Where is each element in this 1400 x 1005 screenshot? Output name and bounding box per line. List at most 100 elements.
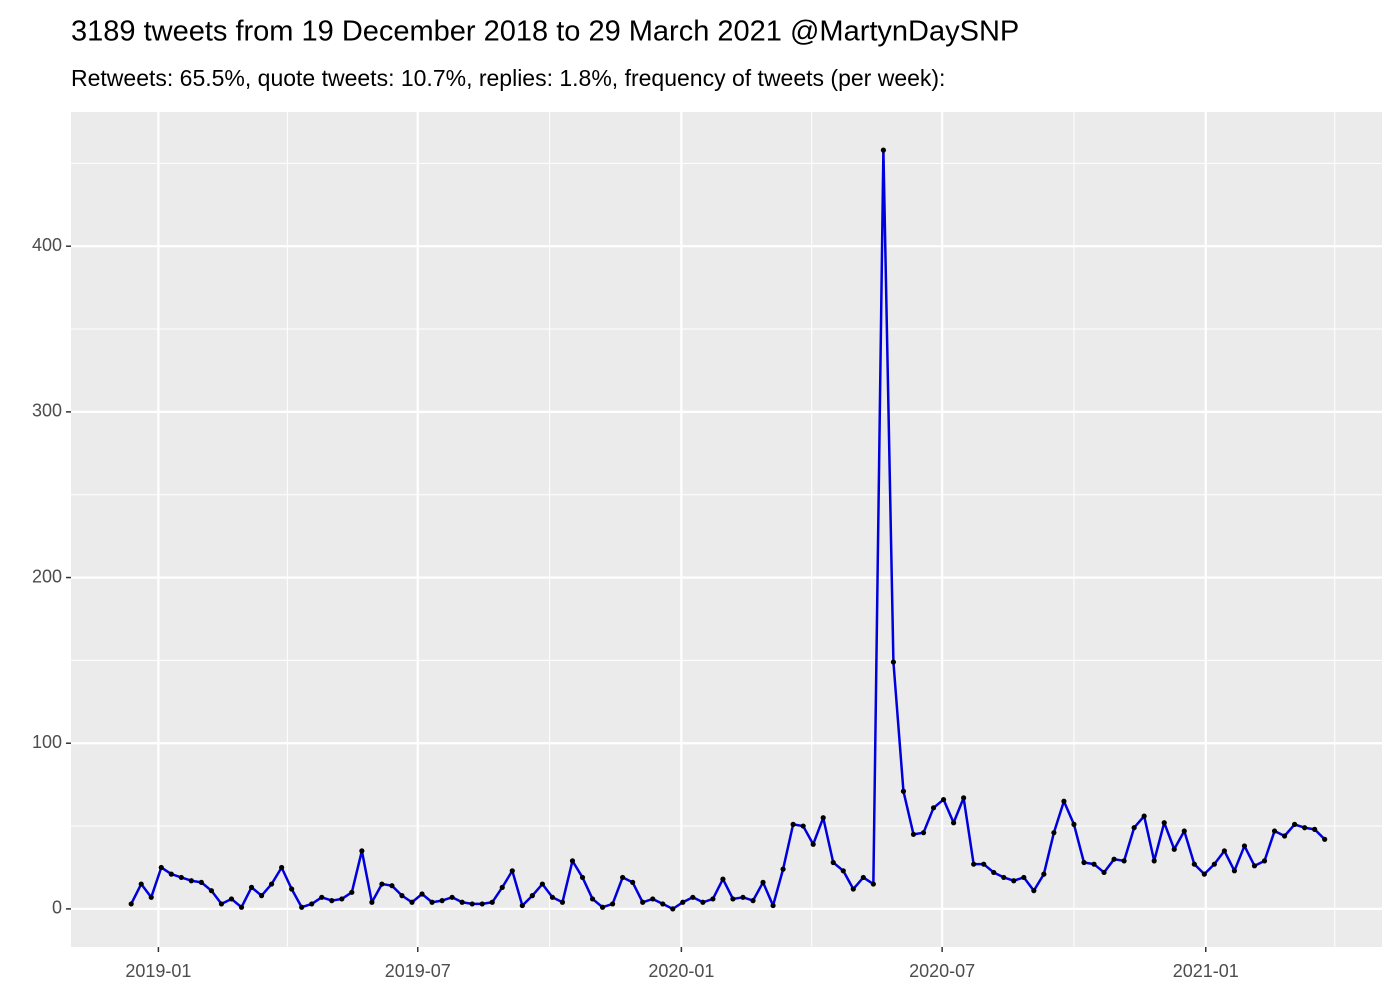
- data-point: [389, 883, 395, 889]
- data-point: [840, 868, 846, 874]
- data-point: [1261, 858, 1268, 864]
- data-point: [890, 659, 897, 665]
- data-point: [1051, 830, 1057, 836]
- data-point: [409, 899, 415, 905]
- data-point: [579, 874, 586, 881]
- data-point: [1061, 798, 1067, 804]
- data-point: [499, 884, 505, 890]
- data-point: [509, 868, 515, 874]
- data-point: [1322, 836, 1328, 842]
- data-point: [1091, 861, 1097, 867]
- data-point: [950, 820, 957, 826]
- data-point: [529, 893, 535, 899]
- data-point: [1111, 856, 1117, 862]
- data-point: [1101, 869, 1107, 876]
- data-point: [449, 894, 455, 900]
- data-point: [479, 901, 485, 907]
- data-point: [1011, 878, 1017, 884]
- data-point: [710, 896, 716, 902]
- data-point: [630, 879, 636, 885]
- data-point: [589, 896, 596, 902]
- data-point: [850, 886, 856, 892]
- x-tick-label: 2019-07: [385, 961, 451, 981]
- data-point: [690, 894, 696, 900]
- y-tick-label: 200: [32, 566, 62, 586]
- data-point: [961, 795, 967, 801]
- data-point: [289, 886, 295, 892]
- data-point: [680, 899, 686, 905]
- data-point: [218, 901, 225, 907]
- data-point: [379, 881, 385, 887]
- x-tick-label: 2021-01: [1173, 961, 1239, 981]
- y-tick-label: 300: [32, 401, 62, 421]
- data-point: [790, 821, 796, 828]
- data-point: [138, 881, 144, 887]
- data-point: [489, 899, 495, 905]
- data-point: [910, 831, 917, 837]
- data-point: [329, 898, 335, 904]
- data-point: [640, 899, 646, 905]
- data-point: [1292, 821, 1298, 828]
- data-point: [519, 902, 525, 909]
- data-point: [319, 894, 325, 900]
- y-tick-label: 100: [32, 732, 62, 752]
- data-point: [1171, 846, 1177, 852]
- data-point: [770, 902, 776, 909]
- data-point: [228, 896, 235, 902]
- y-tick-label: 400: [32, 235, 62, 255]
- data-point: [439, 898, 445, 904]
- x-tick-label: 2020-07: [909, 961, 975, 981]
- data-point: [810, 841, 816, 847]
- data-point: [419, 891, 425, 897]
- data-point: [429, 899, 435, 905]
- data-point: [1221, 848, 1227, 854]
- data-point: [620, 874, 626, 881]
- data-point: [780, 866, 786, 872]
- data-point: [238, 904, 245, 910]
- data-point: [720, 876, 726, 882]
- data-point: [168, 871, 174, 877]
- data-point: [660, 901, 666, 907]
- data-point: [299, 904, 305, 910]
- data-point: [670, 906, 676, 912]
- data-point: [820, 815, 826, 821]
- data-point: [1211, 861, 1217, 867]
- data-point: [148, 894, 154, 900]
- data-point: [339, 896, 345, 902]
- plot-panel: [71, 112, 1382, 947]
- data-point: [128, 901, 134, 907]
- data-point: [700, 899, 706, 905]
- data-point: [730, 896, 736, 902]
- data-point: [940, 796, 947, 803]
- data-point: [991, 869, 997, 876]
- data-point: [1201, 871, 1207, 877]
- data-point: [1302, 825, 1308, 831]
- data-point: [1031, 888, 1037, 894]
- data-point: [469, 901, 475, 907]
- data-point: [158, 864, 164, 871]
- data-point: [1312, 826, 1318, 832]
- data-point: [1151, 858, 1157, 864]
- data-point: [1161, 820, 1167, 826]
- data-point: [1271, 828, 1278, 834]
- data-point: [1231, 868, 1238, 874]
- data-point: [880, 147, 886, 153]
- y-tick-label: 0: [52, 898, 62, 918]
- data-point: [178, 874, 184, 881]
- data-point: [800, 823, 806, 829]
- chart-subtitle: Retweets: 65.5%, quote tweets: 10.7%, re…: [71, 65, 945, 91]
- data-point: [459, 899, 465, 905]
- data-point: [1251, 863, 1258, 869]
- x-tick-label: 2019-01: [125, 961, 191, 981]
- data-point: [268, 881, 275, 887]
- data-point: [248, 884, 255, 890]
- data-point: [188, 878, 194, 884]
- data-point: [359, 848, 365, 854]
- data-point: [369, 899, 375, 905]
- data-point: [559, 899, 566, 905]
- data-point: [971, 861, 977, 867]
- data-point: [920, 830, 927, 836]
- data-point: [650, 896, 656, 902]
- data-point: [198, 879, 204, 885]
